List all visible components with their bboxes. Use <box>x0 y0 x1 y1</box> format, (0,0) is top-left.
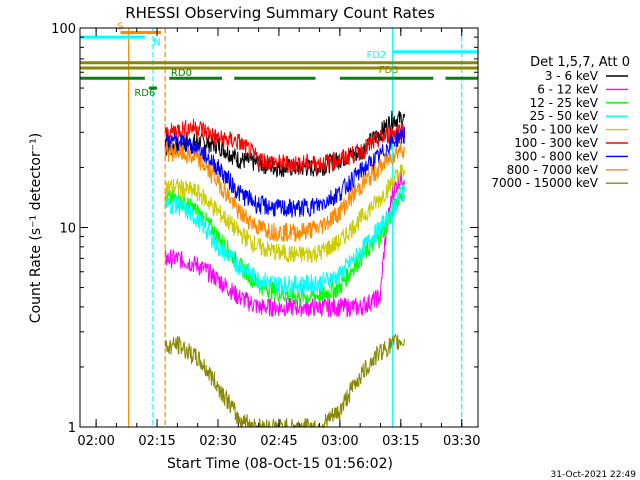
footer-timestamp: 31-Oct-2021 22:49 <box>551 470 637 480</box>
x-tick-label: 02:30 <box>199 434 236 449</box>
legend-entry-label: 3 - 6 keV <box>545 69 599 83</box>
state-bar-label-7: RD6 <box>134 88 155 99</box>
plot-area <box>128 28 463 429</box>
legend-header: Det 1,5,7, Att 0 <box>530 55 630 70</box>
series-line-2 <box>164 167 405 318</box>
y-tick-label: 1 <box>68 421 76 436</box>
legend-entry-label: 50 - 100 keV <box>522 123 599 137</box>
state-bar-label-2: N <box>153 37 160 48</box>
y-tick-label: 100 <box>51 22 76 37</box>
state-bar-label-6: RD0 <box>171 68 192 79</box>
state-bar-label-1: S <box>117 21 123 32</box>
legend-entry-label: 12 - 25 keV <box>530 96 599 110</box>
x-tick-label: 02:00 <box>77 434 114 449</box>
x-tick-label: 03:30 <box>443 434 480 449</box>
y-tick-label: 10 <box>59 222 76 237</box>
state-bar-label-5: FD3 <box>379 65 399 76</box>
legend-entry-label: 100 - 300 keV <box>514 136 598 150</box>
legend-entry-label: 25 - 50 keV <box>530 109 599 123</box>
x-tick-label: 02:15 <box>138 434 175 449</box>
legend-entry-label: 300 - 800 keV <box>514 149 598 163</box>
x-tick-label: 03:15 <box>382 434 419 449</box>
state-bars: S N FD2 FD3 RD0 RD6 <box>79 21 478 99</box>
axes: 1 10 100 02:00 02:15 02:30 02:45 03:00 03:15 03:3… <box>51 22 480 449</box>
series-line-8 <box>164 141 405 242</box>
x-tick-label: 03:00 <box>321 434 358 449</box>
state-bar-label-3: FD2 <box>367 50 387 61</box>
x-axis-label: Start Time (08-Oct-15 01:56:02) <box>167 456 393 472</box>
series-line-4 <box>164 183 405 296</box>
legend-entry-label: 800 - 7000 keV <box>507 163 599 177</box>
legend-entry-label: 7000 - 15000 keV <box>491 176 598 190</box>
series-line-6 <box>164 118 405 175</box>
legend-entry-label: 6 - 12 keV <box>537 82 599 96</box>
series-line-5 <box>164 163 405 264</box>
series-line-9 <box>164 333 405 429</box>
series-line-7 <box>164 126 405 218</box>
chart-title: RHESSI Observing Summary Count Rates <box>125 4 435 22</box>
y-axis-label: Count Rate (s⁻¹ detector⁻¹) <box>28 133 44 323</box>
x-tick-label: 02:45 <box>260 434 297 449</box>
